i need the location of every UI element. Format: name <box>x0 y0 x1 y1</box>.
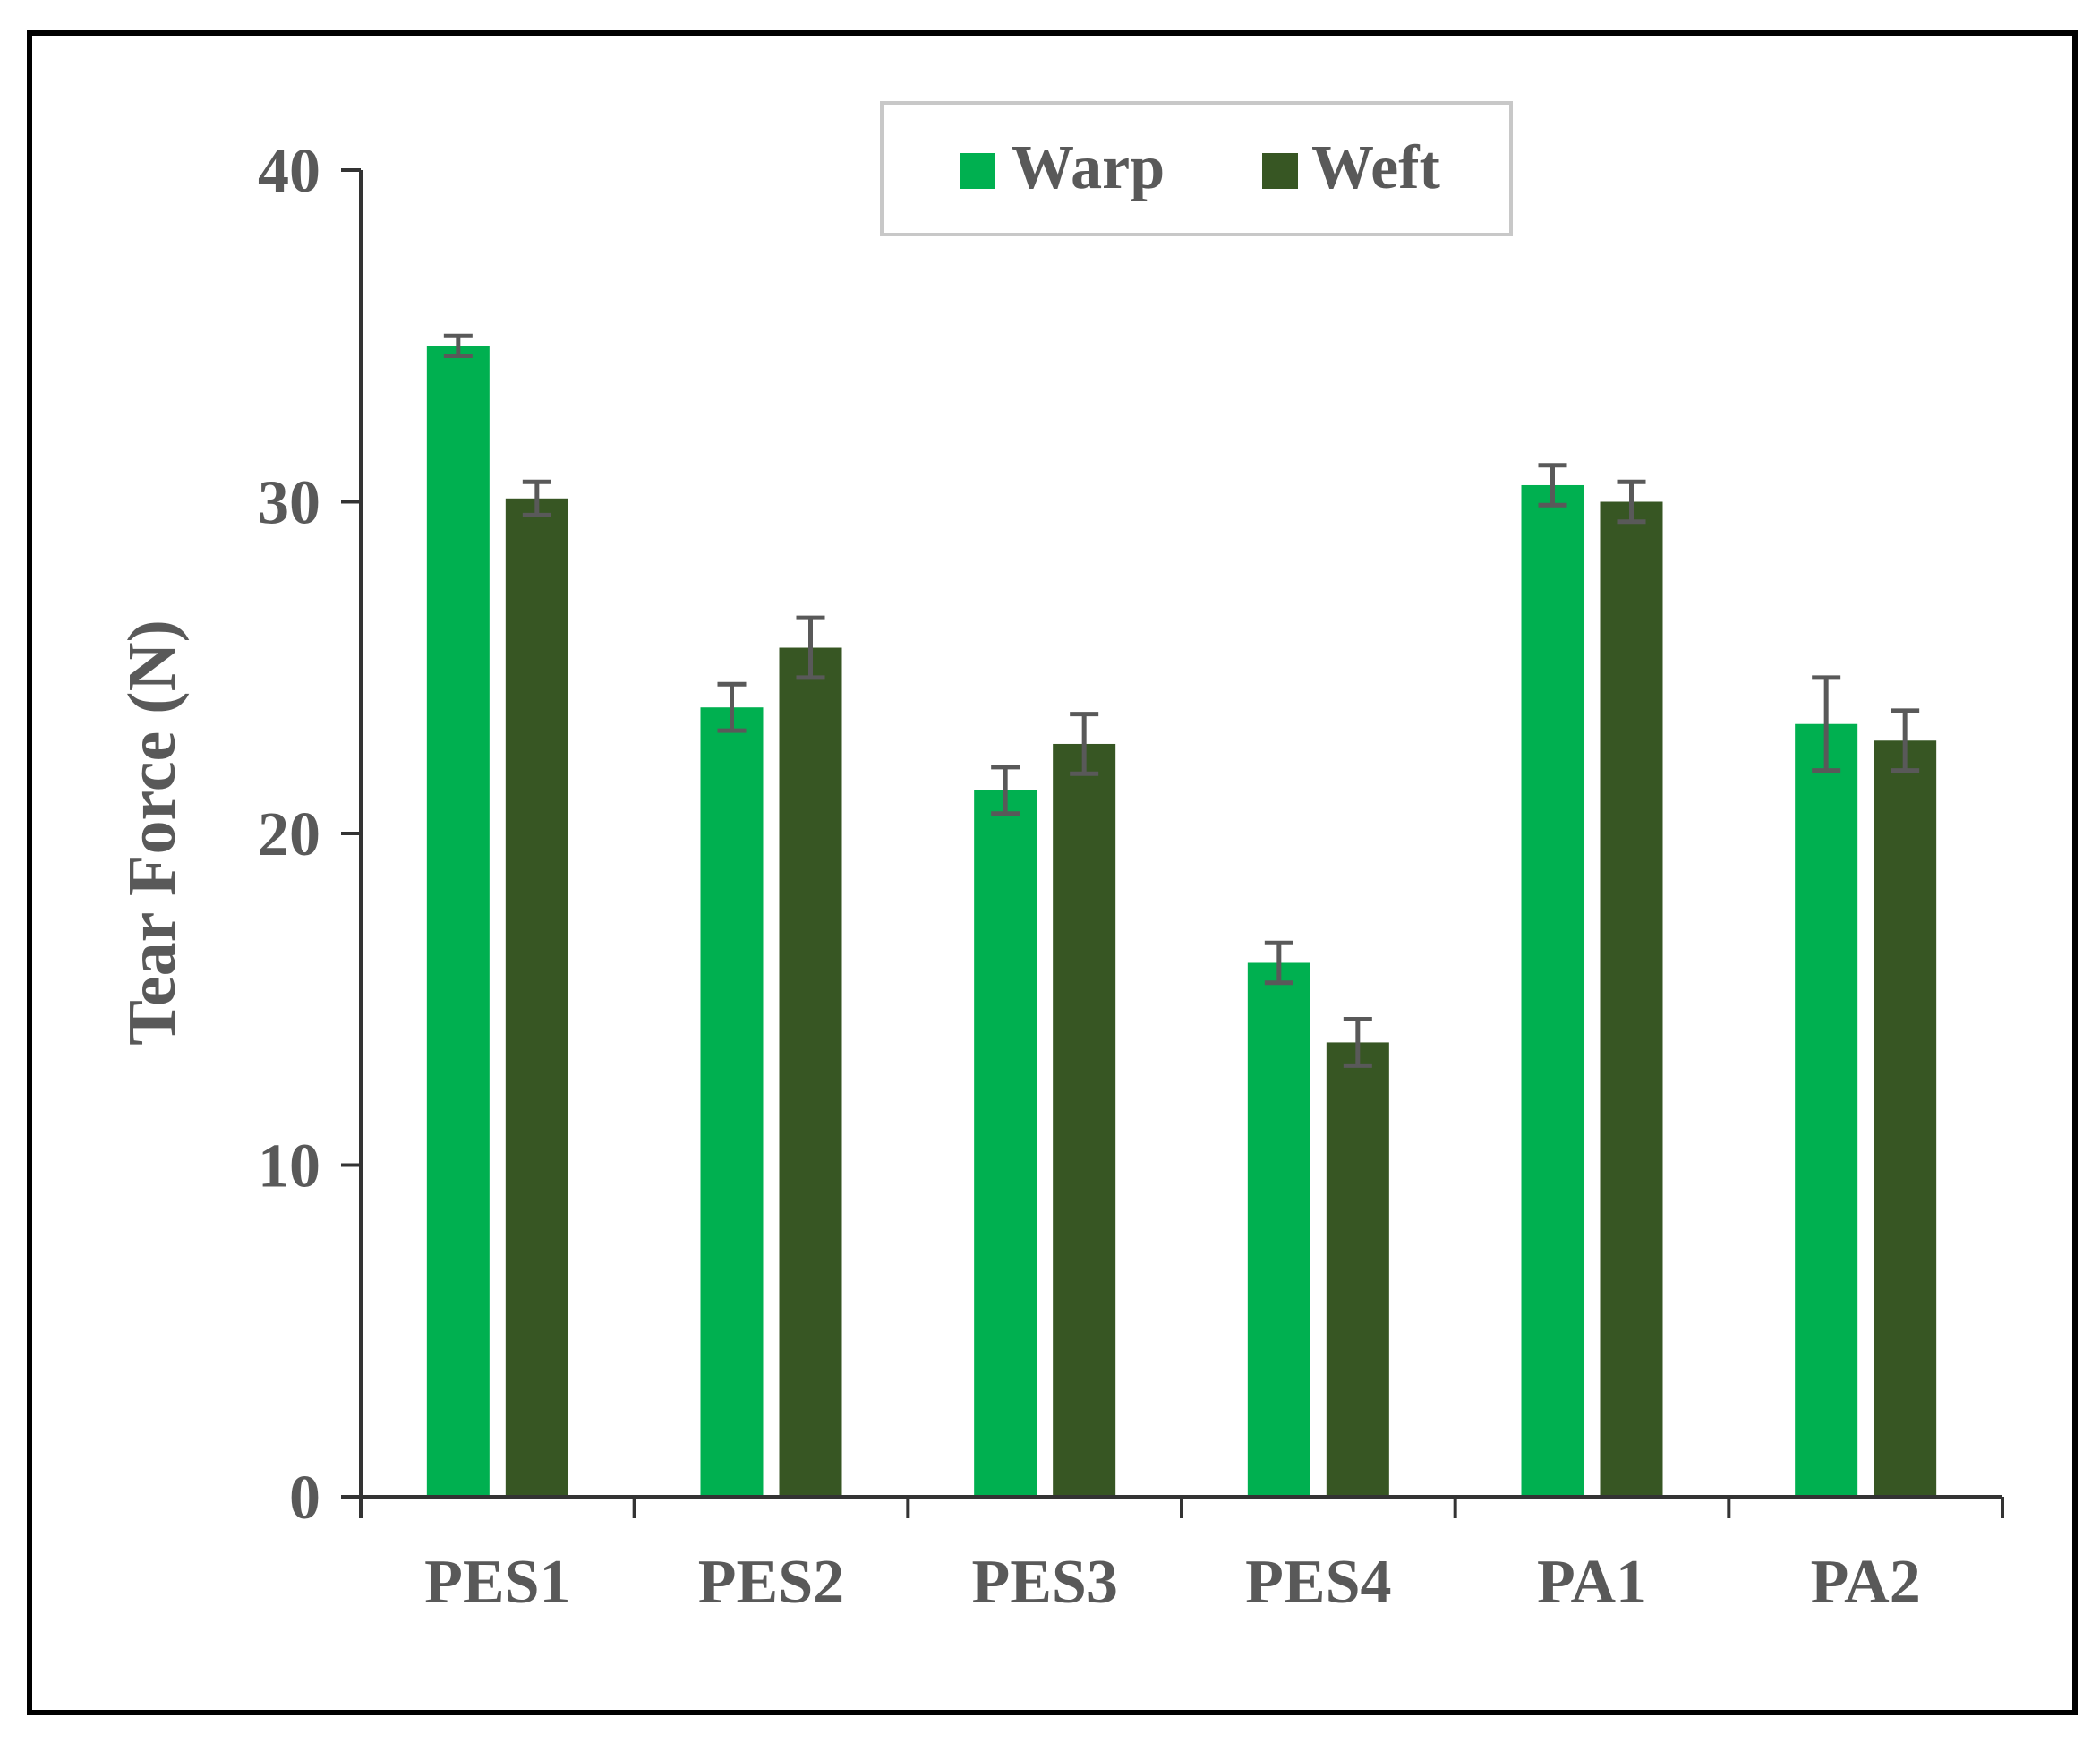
y-tick-label-40: 40 <box>258 137 320 206</box>
y-tick-label-20: 20 <box>258 800 320 869</box>
bar-warp-pes2 <box>700 707 764 1497</box>
error-bar-warp-pes4 <box>1264 940 1293 986</box>
error-bar-weft-pa2 <box>1891 708 1920 773</box>
error-bar-weft-pes1 <box>522 479 551 517</box>
bar-warp-pa1 <box>1521 484 1584 1497</box>
error-bar-weft-pes2 <box>796 615 825 680</box>
bar-warp-pes3 <box>974 790 1037 1497</box>
error-bar-weft-pa1 <box>1617 479 1646 525</box>
x-tick-label-pes3: PES3 <box>971 1548 1117 1617</box>
x-tick-label-pes1: PES1 <box>424 1548 570 1617</box>
bar-warp-pes4 <box>1247 962 1310 1497</box>
plot-area: PES1 PES2 PES3 PES4 PA1 PA2 0 10 20 30 40 <box>258 137 2004 1617</box>
bar-weft-pes1 <box>505 498 568 1498</box>
y-axis-title: Tear Force (N) <box>115 619 190 1046</box>
error-bar-warp-pa2 <box>1812 675 1841 773</box>
y-tick-label-0: 0 <box>289 1464 320 1533</box>
bar-weft-pes4 <box>1326 1042 1389 1497</box>
legend-swatch-warp <box>960 153 995 189</box>
bar-warp-pes1 <box>426 346 490 1497</box>
error-bar-weft-pes4 <box>1343 1016 1372 1068</box>
figure-frame <box>27 30 2078 1715</box>
bar-weft-pa2 <box>1874 740 1937 1497</box>
bar-warp-pa2 <box>1795 723 1858 1497</box>
bar-weft-pes2 <box>779 647 842 1497</box>
legend: Warp Weft <box>880 101 1513 236</box>
legend-swatch-weft <box>1262 153 1298 189</box>
x-tick-label-pa2: PA2 <box>1811 1548 1921 1617</box>
x-tick-label-pa1: PA1 <box>1537 1548 1647 1617</box>
y-tick-label-30: 30 <box>258 469 320 538</box>
error-bar-warp-pes3 <box>991 765 1020 816</box>
x-tick-label-pes4: PES4 <box>1245 1548 1391 1617</box>
error-bar-warp-pes2 <box>717 681 747 733</box>
bar-weft-pes3 <box>1053 743 1116 1497</box>
y-tick-label-10: 10 <box>258 1132 320 1201</box>
legend-label-warp: Warp <box>1012 133 1165 202</box>
error-bar-warp-pes1 <box>443 333 473 358</box>
error-bar-weft-pes3 <box>1070 712 1099 776</box>
error-bar-warp-pa1 <box>1538 463 1567 508</box>
bar-weft-pa1 <box>1600 501 1663 1497</box>
legend-label-weft: Weft <box>1311 133 1440 202</box>
x-tick-label-pes2: PES2 <box>698 1548 844 1617</box>
